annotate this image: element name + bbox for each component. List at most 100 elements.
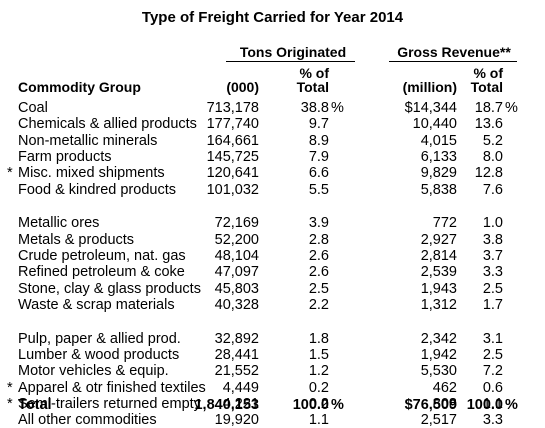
table-row: * Semi-trailers returned empty 4,221 0.2 808… <box>0 396 545 412</box>
total-tons-pct: 100.0 <box>292 397 329 413</box>
commodity-name: Non-metallic minerals <box>18 132 158 149</box>
rev-pct-value: 1.0 <box>482 215 503 232</box>
tons-value: 120,641 <box>206 165 259 182</box>
table-row: Waste & scrap materials 40,328 2.2 1,312 1.7 <box>0 297 545 313</box>
tons-value: 45,803 <box>214 280 259 297</box>
tons-pct-value: 2.5 <box>308 280 329 297</box>
rev-pct-header-1: % of <box>473 65 503 81</box>
table-row: Coal 713,178 38.8% $14,344 18.7% <box>0 100 545 116</box>
tons-pct-value: 0.2 <box>308 395 329 412</box>
tons-value: 40,328 <box>214 296 259 313</box>
rev-pct-value: 1.1 <box>482 395 503 412</box>
commodity-name: Farm products <box>18 148 112 165</box>
footnote-marker: * <box>7 395 13 412</box>
commodity-name: Crude petroleum, nat. gas <box>18 247 186 264</box>
table-row: Non-metallic minerals 164,661 8.9 4,015 5.2 <box>0 133 545 149</box>
tons-value: 4,449 <box>222 379 259 396</box>
table-row: Lumber & wood products 28,441 1.5 1,942 2.5 <box>0 347 545 363</box>
commodity-name: Lumber & wood products <box>18 346 180 363</box>
tons-pct-header-2: Total <box>296 79 329 95</box>
tons-value: 713,178 <box>206 100 259 116</box>
revenue-value: $14,344 <box>404 100 457 116</box>
commodity-name: Stone, clay & glass products <box>18 280 201 297</box>
table-row: Chemicals & allied products 177,740 9.7 10,… <box>0 116 545 132</box>
table-title: Type of Freight Carried for Year 2014 <box>141 9 404 26</box>
table-row: Motor vehicles & equip. 21,552 1.2 5,530 7.2 <box>0 363 545 379</box>
total-rev-pct-suffix: % <box>505 397 518 413</box>
rev-pct-value: 7.2 <box>482 363 503 380</box>
commodity-name: Refined petroleum & coke <box>18 264 185 281</box>
revenue-value: 1,312 <box>420 296 457 313</box>
rev-pct-header-2: Total <box>470 79 503 95</box>
rev-pct-value: 12.8 <box>474 165 503 182</box>
rev-pct-suffix: % <box>505 100 518 116</box>
table-row: Pulp, paper & allied prod. 32,892 1.8 2,342… <box>0 331 545 347</box>
commodity-name: All other commodities <box>18 412 157 428</box>
revenue-value: 4,015 <box>420 132 457 149</box>
revenue-unit-header: (million) <box>402 79 457 95</box>
tons-value: 101,032 <box>206 181 259 198</box>
rev-pct-value: 7.6 <box>482 181 503 198</box>
revenue-value: 9,829 <box>420 165 457 182</box>
rev-pct-value: 1.7 <box>482 296 503 313</box>
table-row: Farm products 145,725 7.9 6,133 8.0 <box>0 149 545 165</box>
tons-value: 21,552 <box>214 363 259 380</box>
tons-pct-value: 2.8 <box>308 231 329 248</box>
commodity-name: Food & kindred products <box>18 181 176 198</box>
tons-pct-value: 1.5 <box>308 346 329 363</box>
tons-pct-value: 8.9 <box>308 132 329 149</box>
tons-value: 47,097 <box>214 264 259 281</box>
revenue-value: 1,942 <box>420 346 457 363</box>
commodity-name: Metallic ores <box>18 215 100 232</box>
table-row: Refined petroleum & coke 47,097 2.6 2,539 3.… <box>0 264 545 280</box>
table-row: Metallic ores 72,169 3.9 772 1.0 <box>0 215 545 231</box>
table-row: * Misc. mixed shipments 120,641 6.6 9,829 12.… <box>0 165 545 181</box>
commodity-name: Misc. mixed shipments <box>18 165 165 182</box>
table-row: All other commodities 19,920 1.1 2,517 3.3 <box>0 412 545 428</box>
rev-pct-value: 3.8 <box>482 231 503 248</box>
rev-pct-value: 8.0 <box>482 148 503 165</box>
tons-pct-suffix: % <box>331 100 344 116</box>
commodity-name: Chemicals & allied products <box>18 116 197 133</box>
commodity-name: Apparel & otr finished textiles <box>18 379 206 396</box>
rev-pct-value: 0.6 <box>482 379 503 396</box>
total-rev-pct: 100.0 <box>466 397 503 413</box>
rev-pct-value: 18.7 <box>474 100 503 116</box>
tons-value: 72,169 <box>214 215 259 232</box>
revenue-value: 5,838 <box>420 181 457 198</box>
rev-pct-value: 3.7 <box>482 247 503 264</box>
tons-pct-value: 9.7 <box>308 116 329 133</box>
tons-group-rule <box>226 61 355 62</box>
revenue-value: 772 <box>432 215 457 232</box>
tons-value: 177,740 <box>206 116 259 133</box>
tons-value: 32,892 <box>214 330 259 347</box>
revenue-value: 2,814 <box>420 247 457 264</box>
revenue-value: 6,133 <box>420 148 457 165</box>
table-row: Metals & products 52,200 2.8 2,927 3.8 <box>0 232 545 248</box>
tons-value: 164,661 <box>206 132 259 149</box>
revenue-value: 808 <box>432 395 457 412</box>
tons-value: 48,104 <box>214 247 259 264</box>
tons-pct-value: 1.2 <box>308 363 329 380</box>
commodity-name: Motor vehicles & equip. <box>18 363 169 380</box>
total-label: Total <box>18 397 52 413</box>
rev-pct-value: 3.1 <box>482 330 503 347</box>
tons-value: 145,725 <box>206 148 259 165</box>
tons-value: 28,441 <box>214 346 259 363</box>
tons-pct-value: 1.1 <box>308 412 329 428</box>
tons-pct-header-1: % of <box>299 65 329 81</box>
tons-pct-value: 5.5 <box>308 181 329 198</box>
commodity-name: Coal <box>18 100 48 116</box>
rev-pct-value: 3.3 <box>482 412 503 428</box>
revenue-value: 2,927 <box>420 231 457 248</box>
tons-value: 19,920 <box>214 412 259 428</box>
revenue-value: 2,517 <box>420 412 457 428</box>
revenue-value: 462 <box>432 379 457 396</box>
tons-pct-value: 7.9 <box>308 148 329 165</box>
revenue-value: 1,943 <box>420 280 457 297</box>
tons-pct-value: 6.6 <box>308 165 329 182</box>
tons-pct-value: 1.8 <box>308 330 329 347</box>
table-row: Food & kindred products 101,032 5.5 5,838 7.… <box>0 182 545 198</box>
tons-unit-header: (000) <box>226 79 259 95</box>
tons-pct-value: 2.2 <box>308 296 329 313</box>
